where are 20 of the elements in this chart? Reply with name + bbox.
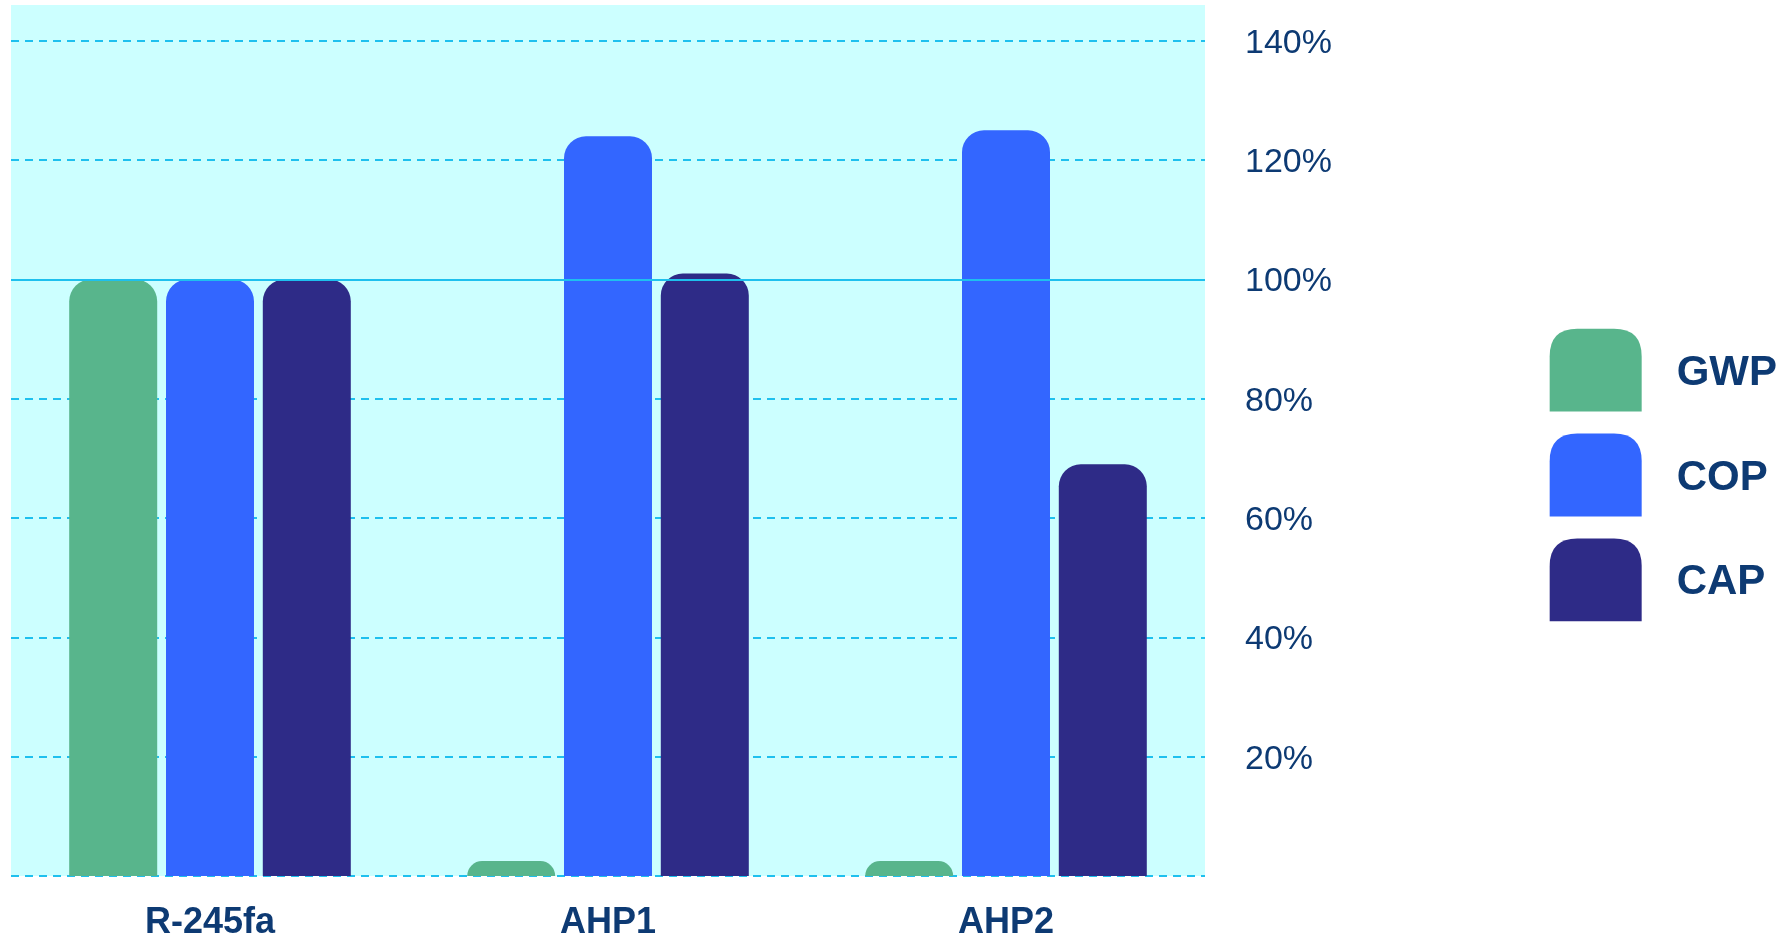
- bar: [962, 130, 1050, 876]
- bar: [262, 279, 351, 876]
- bar: [660, 273, 749, 876]
- y-tick-label: 80%: [1245, 379, 1314, 418]
- bar: [166, 279, 254, 876]
- legend-label: COP: [1676, 451, 1768, 499]
- legend-label: CAP: [1676, 556, 1766, 604]
- bar: [564, 136, 652, 876]
- legend-label: GWP: [1676, 346, 1777, 394]
- x-tick-label: AHP1: [559, 899, 657, 941]
- x-tick-label: AHP2: [957, 899, 1055, 941]
- y-tick-label: 40%: [1245, 618, 1314, 657]
- x-tick-label: R-245fa: [144, 899, 277, 941]
- y-tick-label: 20%: [1245, 737, 1314, 776]
- bar: [1058, 464, 1147, 876]
- y-tick-label: 120%: [1245, 141, 1332, 180]
- y-tick-label: 100%: [1245, 260, 1332, 299]
- y-tick-label: 140%: [1245, 21, 1332, 60]
- bar: [69, 279, 158, 876]
- y-tick-label: 60%: [1245, 499, 1314, 538]
